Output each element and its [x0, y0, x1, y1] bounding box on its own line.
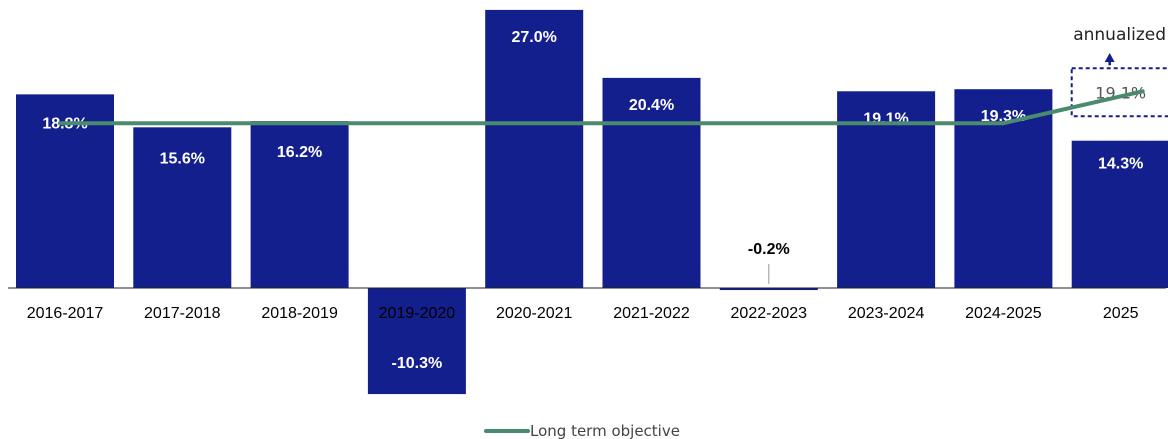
bar-2017-2018: [133, 127, 232, 288]
x-tick-labels: 2016-2017 2017-2018 2018-2019 2019-2020 2020…: [27, 305, 1139, 322]
x-tick-2021-2022: 2021-2022: [613, 305, 690, 322]
x-tick-2023-2024: 2023-2024: [848, 305, 925, 322]
x-tick-2016-2017: 2016-2017: [27, 305, 104, 322]
legend-label: Long term objective: [530, 422, 680, 439]
bars-layer: [16, 9, 1168, 395]
x-tick-2025: 2025: [1103, 305, 1139, 322]
value-label-2020-2021: 27.0%: [512, 29, 557, 46]
bar-2025: [1071, 140, 1168, 288]
bar-2022-2023: [719, 288, 818, 291]
value-labels-layer: 18.8%15.6% 16.2%-10.3%27.0%20.4%-0.2%19.1…: [42, 29, 1143, 372]
annualized-text: annualized: [1073, 25, 1166, 45]
x-tick-2024-2025: 2024-2025: [965, 305, 1042, 322]
value-label-2025: 14.3%: [1098, 156, 1143, 173]
value-label-2021-2022: 20.4%: [629, 97, 674, 114]
x-tick-2018-2019: 2018-2019: [261, 305, 338, 322]
series-line-long-term-objective: [58, 89, 1145, 126]
bar-2016-2017: [16, 94, 114, 288]
bar-2018-2019: [250, 121, 349, 288]
objective-line-layer: [58, 89, 1145, 126]
annualized-box: [1070, 67, 1168, 118]
x-tick-2017-2018: 2017-2018: [144, 305, 221, 322]
bar-2019-2020: [367, 288, 466, 395]
x-tick-2022-2023: 2022-2023: [731, 305, 808, 322]
x-tick-2019-2020: 2019-2020: [379, 305, 456, 322]
bar-2021-2022: [602, 77, 701, 288]
value-label-2018-2019: 16.2%: [277, 144, 322, 161]
bar-2020-2021: [485, 9, 584, 289]
value-label-2022-2023: -0.2%: [748, 241, 790, 258]
x-tick-2020-2021: 2020-2021: [496, 305, 573, 322]
value-label-2017-2018: 15.6%: [160, 150, 205, 167]
arrow-head-icon: [1104, 53, 1115, 62]
legend: Long term objective: [484, 422, 680, 439]
value-label-2019-2020: -10.3%: [392, 355, 443, 372]
